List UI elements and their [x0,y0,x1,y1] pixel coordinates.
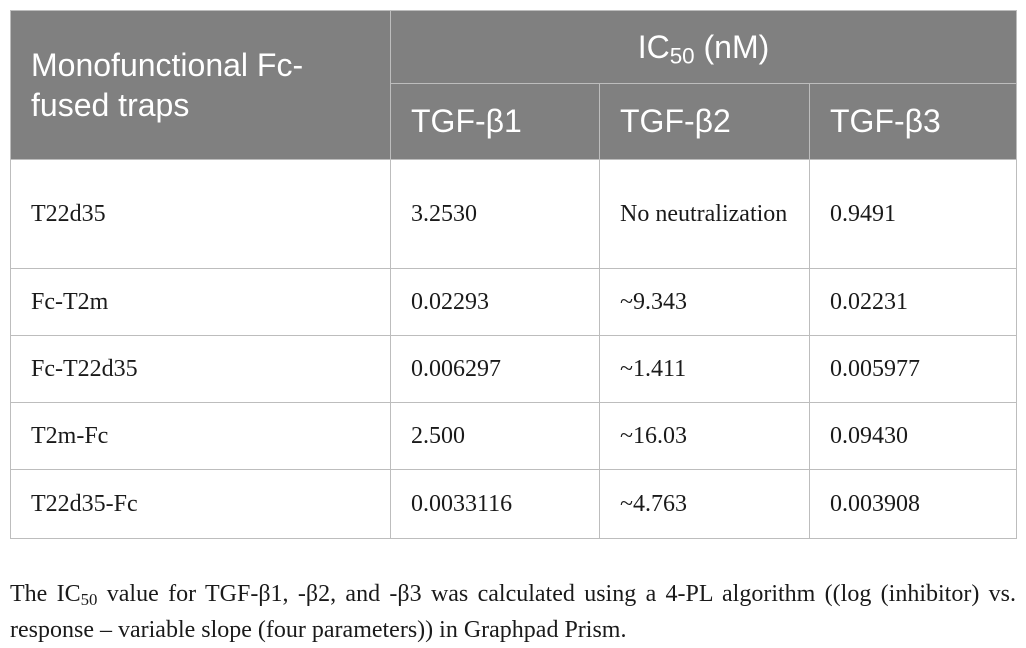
table-row: T22d35 3.2530 No neutralization 0.9491 [10,159,1018,269]
column-header-tgf-b2: TGF-β2 [599,83,810,160]
table-row: Fc-T2m 0.02293 ~9.343 0.02231 [10,268,1018,336]
table-footnote: The IC50 value for TGF-β1, -β2, and -β3 … [10,576,1016,648]
row-name: Fc-T22d35 [10,335,391,403]
footnote-subscript: 50 [80,590,98,610]
ic50-subscript: 50 [669,43,695,69]
row-name: T22d35-Fc [10,469,391,539]
cell-tgf-b1: 0.02293 [390,268,600,336]
cell-tgf-b1: 0.006297 [390,335,600,403]
table-row: T22d35-Fc 0.0033116 ~4.763 0.003908 [10,469,1018,539]
table-row: T2m-Fc 2.500 ~16.03 0.09430 [10,402,1018,470]
cell-tgf-b2: ~1.411 [599,335,810,403]
row-name: T2m-Fc [10,402,391,470]
ic50-prefix: IC [637,28,670,65]
table-row: Fc-T22d35 0.006297 ~1.411 0.005977 [10,335,1018,403]
cell-tgf-b2: ~9.343 [599,268,810,336]
table-container: Monofunctional Fc-fused traps IC50 (nM) … [10,9,1018,539]
cell-tgf-b1: 2.500 [390,402,600,470]
cell-tgf-b3: 0.09430 [808,402,1018,470]
column-header-tgf-b3: TGF-β3 [808,83,1018,160]
cell-tgf-b3: 0.003908 [808,469,1018,539]
stub-header: Monofunctional Fc-fused traps [10,10,391,160]
cell-tgf-b3: 0.9491 [808,159,1018,269]
footnote-text: value for TGF-β1, -β2, and -β3 was calcu… [10,581,1016,643]
cell-tgf-b1: 0.0033116 [390,469,600,539]
ic50-group-header: IC50 (nM) [389,9,1018,85]
cell-tgf-b2: No neutralization [599,159,810,269]
row-name: T22d35 [10,159,391,269]
cell-tgf-b3: 0.005977 [808,335,1018,403]
row-name: Fc-T2m [10,268,391,336]
footnote-prefix: The IC [10,581,81,607]
ic50-table: Monofunctional Fc-fused traps IC50 (nM) … [10,9,1018,539]
cell-tgf-b1: 3.2530 [390,159,600,269]
cell-tgf-b2: ~16.03 [599,402,810,470]
column-header-tgf-b1: TGF-β1 [390,83,600,160]
cell-tgf-b3: 0.02231 [808,268,1018,336]
ic50-unit: (nM) [694,28,770,65]
cell-tgf-b2: ~4.763 [599,469,810,539]
